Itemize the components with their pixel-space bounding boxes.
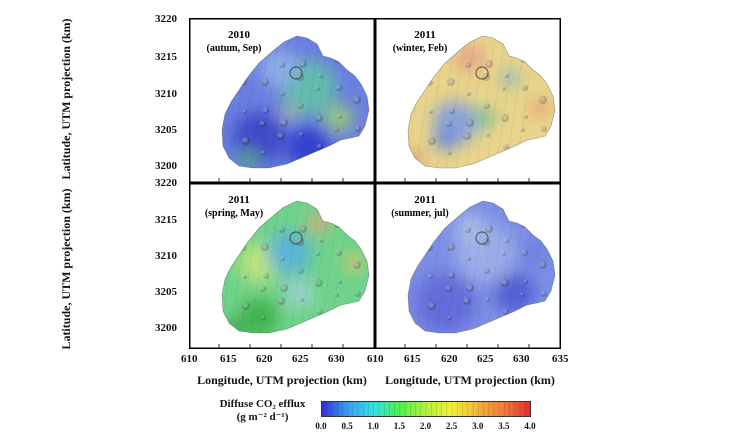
panel-season-label: (winter, Feb): [393, 43, 448, 54]
x-tick-left-3: 625: [292, 353, 309, 365]
colorbar-tick-3: 1.5: [393, 421, 405, 431]
y-tick-top-1: 3215: [155, 51, 177, 63]
y-axis-label-top: Latitude, UTM projection (km): [59, 18, 73, 180]
panel-season-label: (autum, Sep): [206, 43, 261, 54]
colorbar-tick-0: 0.0: [315, 421, 327, 431]
panel-season-label: (summer, jul): [391, 208, 448, 219]
x-tick-left-0: 610: [181, 353, 198, 365]
panel-year-label: 2011: [414, 29, 435, 41]
map-panel-2011-summer: 2011 (summer, jul): [375, 183, 561, 349]
x-tick-right-1: 615: [404, 353, 421, 365]
y-tick-bottom-2: 3210: [155, 250, 177, 262]
x-tick-left-2: 620: [256, 353, 273, 365]
colorbar-tick-8: 4.0: [524, 421, 536, 431]
x-tick-left-1: 615: [220, 353, 237, 365]
x-tick-right-5: 635: [552, 353, 569, 365]
colorbar-tick-1: 0.5: [341, 421, 353, 431]
colorbar: [321, 401, 531, 417]
colorbar-tick-5: 2.5: [446, 421, 458, 431]
panel-season-label: (spring, May): [205, 208, 263, 219]
y-tick-top-2: 3210: [155, 88, 177, 100]
map-panel-2010-autumn: 2010 (autum, Sep): [189, 18, 375, 183]
colorbar-gradient: [321, 401, 531, 417]
x-tick-left-4: 630: [328, 353, 345, 365]
colorbar-tick-6: 3.0: [472, 421, 484, 431]
y-tick-bottom-0: 3220: [155, 177, 177, 189]
crater-outline: [475, 231, 489, 245]
y-axis-label-bottom: Latitude, UTM projection (km): [59, 188, 73, 350]
y-tick-bottom-1: 3215: [155, 214, 177, 226]
panel-year-label: 2011: [228, 194, 249, 206]
crater-outline: [475, 66, 489, 80]
y-tick-top-4: 3200: [155, 160, 177, 172]
x-axis-label-left: Longitude, UTM projection (km): [197, 373, 367, 387]
colorbar-title: Diffuse CO₂ efflux (g m⁻² d⁻¹): [210, 398, 315, 424]
crater-outline: [289, 231, 303, 245]
x-tick-right-0: 610: [367, 353, 384, 365]
colorbar-tick-2: 1.0: [367, 421, 379, 431]
x-tick-right-3: 625: [477, 353, 494, 365]
x-tick-right-2: 620: [441, 353, 458, 365]
y-tick-top-3: 3205: [155, 124, 177, 136]
x-tick-right-4: 630: [513, 353, 530, 365]
panel-year-label: 2010: [228, 29, 251, 41]
panel-year-label: 2011: [414, 194, 435, 206]
colorbar-title-line2: (g m⁻² d⁻¹): [236, 411, 289, 423]
x-axis-label-right: Longitude, UTM projection (km): [385, 373, 555, 387]
y-tick-top-0: 3220: [155, 13, 177, 25]
map-panel-2011-spring: 2011 (spring, May): [189, 183, 375, 349]
colorbar-title-line1: Diffuse CO₂ efflux: [219, 398, 306, 410]
map-panel-2011-winter: 2011 (winter, Feb): [375, 18, 561, 183]
colorbar-tick-4: 2.0: [419, 421, 432, 431]
colorbar-tick-7: 3.5: [498, 421, 510, 431]
y-tick-bottom-3: 3205: [155, 286, 177, 298]
crater-outline: [289, 66, 303, 80]
y-tick-bottom-4: 3200: [155, 322, 177, 334]
